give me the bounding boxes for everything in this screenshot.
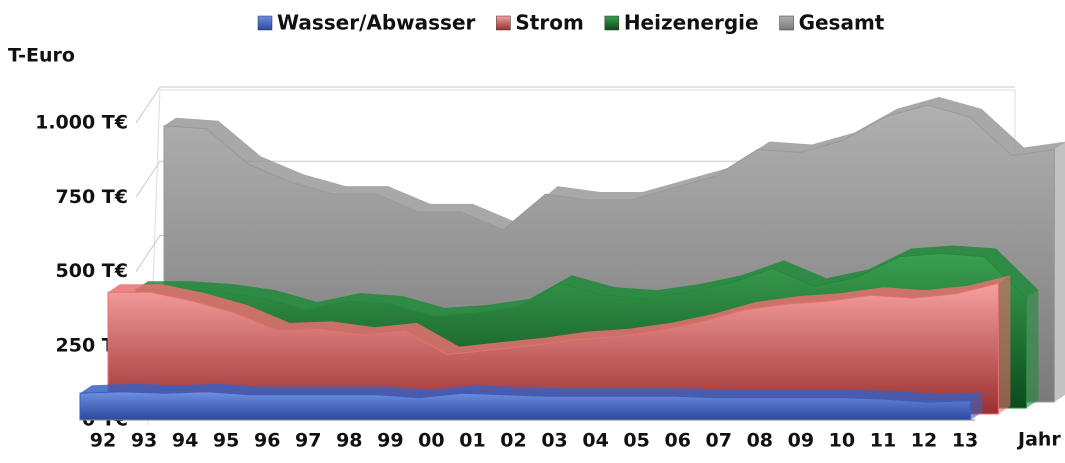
legend-label: Gesamt: [799, 11, 885, 35]
area-side: [998, 275, 1011, 414]
x-tick-label: 05: [623, 430, 649, 452]
x-tick-label: 93: [131, 430, 157, 452]
area: [107, 282, 999, 415]
x-tick-label: 92: [90, 430, 116, 452]
x-tick-label: 01: [459, 430, 485, 452]
x-tick-label: 96: [254, 430, 280, 452]
grid-line: [135, 160, 1015, 198]
x-tick-label: 12: [911, 430, 937, 452]
x-tick-label: 03: [541, 430, 567, 452]
legend-label: Wasser/Abwasser: [277, 11, 476, 35]
legend-label: Strom: [515, 11, 583, 35]
y-tick-label: 500 T€: [56, 260, 128, 282]
legend-swatch: [604, 15, 620, 31]
area-top: [108, 275, 1011, 355]
x-tick-label: 04: [582, 430, 608, 452]
x-tick-label: 98: [336, 430, 362, 452]
x-tick-label: 07: [706, 430, 732, 452]
area-top: [136, 245, 1039, 316]
area: [79, 391, 971, 421]
x-tick-label: 97: [295, 430, 321, 452]
legend-swatch: [779, 15, 794, 31]
x-tick-label: 08: [747, 430, 773, 452]
area-top: [164, 97, 1065, 230]
x-tick-label: 94: [172, 430, 198, 452]
area-side: [1026, 290, 1039, 408]
x-axis-label: Jahr: [1016, 429, 1061, 451]
x-tick-label: 06: [664, 430, 690, 452]
y-tick-label: 1.000 T€: [35, 112, 128, 134]
x-tick-label: 11: [870, 430, 896, 452]
x-tick-label: 10: [829, 430, 855, 452]
legend-swatch: [496, 15, 511, 31]
area-side: [970, 392, 983, 420]
area-side: [1054, 142, 1065, 402]
x-tick-label: 99: [377, 430, 403, 452]
x-tick-label: 09: [788, 430, 814, 452]
y-tick-label: 750 T€: [56, 186, 128, 208]
x-tick-label: 13: [952, 430, 978, 452]
x-tick-label: 00: [418, 430, 444, 452]
x-tick-label: 95: [213, 430, 239, 452]
legend-swatch: [257, 15, 273, 31]
x-tick-label: 02: [500, 430, 526, 452]
y-axis-label: T-Euro: [8, 45, 75, 67]
legend-label: Heizenergie: [624, 11, 759, 35]
grid-line: [135, 86, 1015, 124]
